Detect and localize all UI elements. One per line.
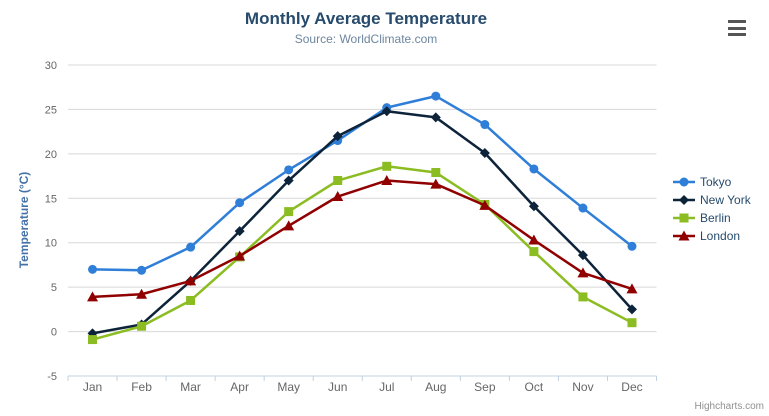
data-point-new-york[interactable] — [577, 250, 588, 261]
data-point-berlin[interactable] — [431, 168, 441, 178]
data-point-london[interactable] — [577, 267, 589, 278]
y-axis-label: 0 — [51, 327, 57, 339]
circle-series-icon — [673, 177, 695, 187]
y-axis-label: 5 — [51, 282, 57, 294]
data-point-tokyo[interactable] — [235, 198, 245, 208]
legend-label: Tokyo — [700, 175, 732, 189]
data-point-tokyo[interactable] — [431, 91, 441, 101]
y-axis-label: 25 — [45, 104, 57, 116]
data-point-new-york[interactable] — [332, 131, 343, 142]
data-point-berlin[interactable] — [186, 295, 196, 305]
x-axis-label: Mar — [180, 380, 201, 394]
series-line-tokyo — [91, 94, 634, 272]
data-point-tokyo[interactable] — [88, 264, 98, 274]
data-point-berlin[interactable] — [284, 207, 294, 217]
legend-label: London — [700, 229, 741, 243]
chart-legend: Tokyo New York Berlin London — [673, 175, 751, 243]
hamburger-icon — [728, 33, 746, 36]
data-point-london[interactable] — [185, 275, 197, 286]
x-axis-label: Oct — [525, 380, 544, 394]
x-axis-label: Aug — [425, 380, 446, 394]
data-point-london[interactable] — [528, 234, 540, 245]
y-axis-title: Temperature (°C) — [17, 171, 31, 269]
export-menu-button[interactable] — [728, 19, 750, 37]
data-point-new-york[interactable] — [626, 304, 637, 315]
data-point-london[interactable] — [332, 191, 344, 202]
series-line-berlin — [91, 165, 634, 341]
data-point-london[interactable] — [430, 178, 442, 189]
x-axis-label: May — [277, 380, 300, 394]
series-line-new-york — [91, 109, 634, 335]
data-point-london[interactable] — [136, 288, 148, 299]
triangle-series-icon — [673, 230, 695, 241]
data-point-new-york[interactable] — [528, 201, 539, 212]
data-point-new-york[interactable] — [479, 147, 490, 158]
legend-label: New York — [700, 193, 751, 207]
data-point-new-york[interactable] — [283, 175, 294, 186]
data-point-berlin[interactable] — [578, 292, 588, 302]
square-series-icon — [673, 213, 695, 223]
data-point-berlin[interactable] — [137, 321, 147, 331]
legend-item-tokyo[interactable]: Tokyo — [673, 175, 751, 189]
data-point-new-york[interactable] — [381, 106, 392, 117]
legend-item-london[interactable]: London — [673, 229, 751, 243]
legend-item-berlin[interactable]: Berlin — [673, 211, 751, 225]
data-point-new-york[interactable] — [234, 226, 245, 237]
chart-subtitle: Source: WorldClimate.com — [294, 32, 438, 46]
y-axis-label: 30 — [45, 60, 57, 72]
diamond-series-icon — [673, 195, 695, 205]
y-axis-label: 15 — [45, 193, 57, 205]
x-axis-label: Jan — [83, 380, 102, 394]
y-axis-label: 10 — [45, 238, 57, 250]
series-line-london — [91, 179, 634, 299]
x-axis-label: Feb — [131, 380, 152, 394]
y-axis-label: -5 — [47, 371, 57, 383]
x-axis-label: Dec — [621, 380, 642, 394]
data-point-london[interactable] — [626, 283, 638, 294]
x-axis-label: Nov — [572, 380, 593, 394]
legend-label: Berlin — [700, 211, 731, 225]
data-point-london[interactable] — [234, 250, 246, 261]
data-point-berlin[interactable] — [382, 161, 392, 171]
data-point-tokyo[interactable] — [480, 120, 490, 130]
highcharts-credit: Highcharts.com — [694, 401, 764, 412]
data-point-berlin[interactable] — [529, 247, 539, 257]
y-axis-label: 20 — [45, 149, 57, 161]
x-axis-label: Jul — [379, 380, 394, 394]
data-point-london[interactable] — [479, 199, 491, 210]
data-point-tokyo[interactable] — [186, 242, 196, 252]
data-point-berlin[interactable] — [627, 318, 637, 328]
data-point-tokyo[interactable] — [137, 265, 147, 275]
x-axis-label: Sep — [474, 380, 496, 394]
hamburger-icon — [728, 20, 746, 23]
chart-title: Monthly Average Temperature — [244, 9, 488, 28]
data-point-tokyo[interactable] — [284, 165, 294, 175]
hamburger-icon — [728, 26, 746, 30]
data-point-london[interactable] — [283, 220, 295, 231]
x-axis-label: Apr — [230, 380, 249, 394]
data-point-berlin[interactable] — [88, 335, 98, 345]
data-point-london[interactable] — [381, 175, 393, 186]
data-point-london[interactable] — [87, 291, 99, 302]
data-point-berlin[interactable] — [333, 176, 343, 186]
legend-item-new-york[interactable]: New York — [673, 193, 751, 207]
data-point-tokyo[interactable] — [627, 241, 637, 251]
data-point-new-york[interactable] — [430, 112, 441, 123]
data-point-tokyo[interactable] — [578, 203, 588, 213]
x-axis-label: Jun — [328, 380, 347, 394]
data-point-tokyo[interactable] — [529, 164, 539, 174]
